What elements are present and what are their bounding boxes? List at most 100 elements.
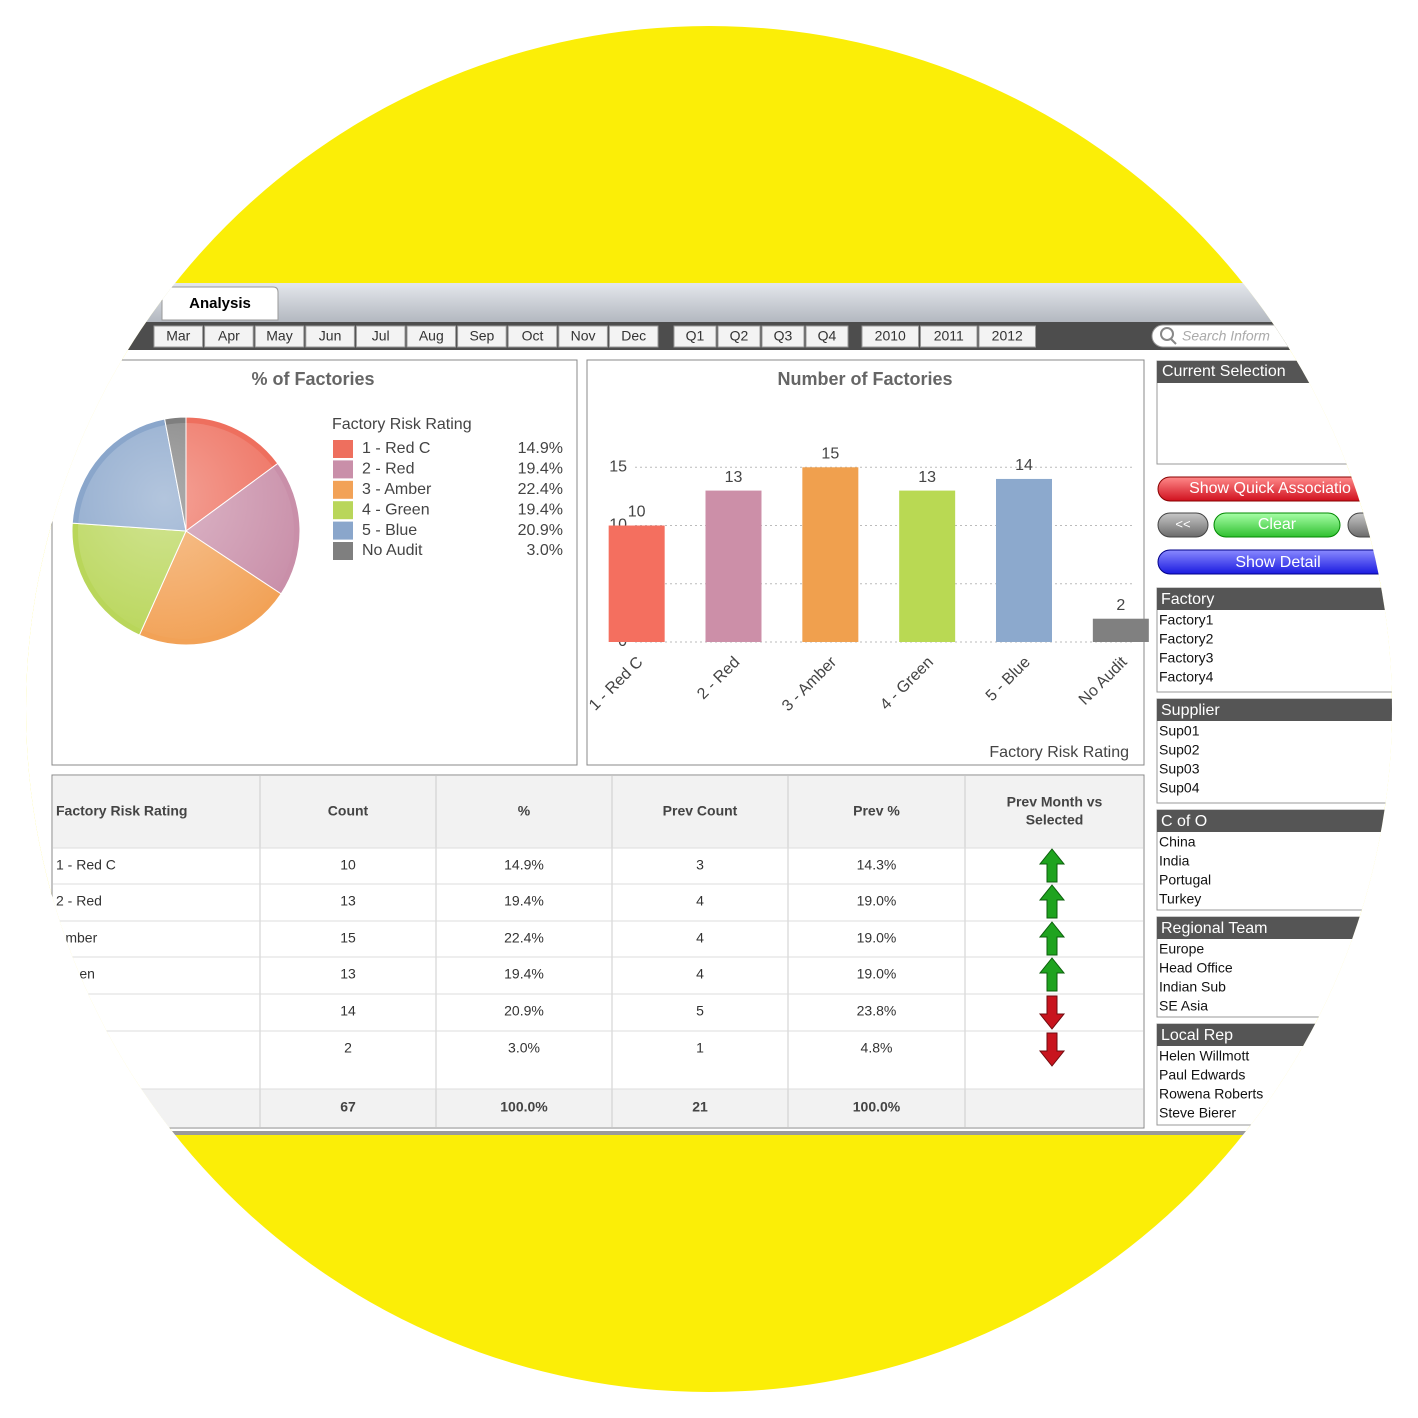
list-item[interactable]: Sup01 (1159, 723, 1200, 739)
search-placeholder[interactable]: Search Inform (1182, 328, 1270, 344)
filter-label[interactable]: 2010 (875, 328, 906, 344)
filter-button[interactable] (406, 325, 457, 348)
show-detail-label[interactable]: Show Detail (1235, 554, 1320, 571)
filter-button[interactable] (761, 325, 805, 348)
list-box-title: Local Rep (1161, 1027, 1233, 1044)
list-item[interactable]: Steve Bierer (1159, 1105, 1236, 1121)
column-header[interactable]: Selected (1026, 812, 1084, 828)
filter-label[interactable]: Nov (571, 328, 596, 344)
list-item[interactable]: Sup03 (1159, 761, 1200, 777)
trend-down-arrow (1038, 1032, 1066, 1067)
list-box-header (1157, 810, 1392, 832)
filter-button[interactable] (717, 325, 761, 348)
list-item[interactable]: Indian Sub (1159, 979, 1226, 995)
list-item[interactable]: Rowena Roberts (1159, 1086, 1263, 1102)
legend-swatch (333, 460, 353, 479)
legend-value: 20.9% (518, 522, 563, 539)
legend-label: 4 - Green (362, 501, 430, 518)
show-detail-button[interactable] (1157, 549, 1398, 575)
list-item[interactable]: Portugal (1159, 872, 1211, 888)
filter-button[interactable] (673, 325, 717, 348)
filter-label[interactable]: Q1 (686, 328, 705, 344)
table-cell: Amber (56, 930, 98, 946)
filter-button[interactable] (305, 325, 355, 348)
filter-button[interactable] (805, 325, 849, 348)
list-item[interactable]: China (1159, 834, 1196, 850)
filter-button[interactable] (355, 325, 406, 348)
column-header[interactable]: Prev Month vs (1007, 794, 1103, 810)
filter-button[interactable] (507, 325, 558, 348)
table-cell: 4 (696, 966, 704, 982)
filter-label[interactable]: Aug (419, 328, 444, 344)
filter-label[interactable]: Dec (621, 328, 646, 344)
list-item[interactable]: Paul Edwards (1159, 1067, 1245, 1083)
table-cell: 19.4% (504, 966, 544, 982)
filter-button[interactable] (920, 325, 978, 348)
list-item[interactable]: Factory1 (1159, 612, 1214, 628)
y-tick-label: 15 (609, 459, 627, 476)
list-item[interactable]: Europe (1159, 941, 1204, 957)
list-item[interactable]: Factory3 (1159, 650, 1214, 666)
trend-up-arrow (1038, 848, 1066, 883)
list-box-title: C of O (1161, 813, 1207, 830)
filter-label[interactable]: May (266, 328, 292, 344)
filter-label[interactable]: Apr (218, 328, 240, 344)
list-item[interactable]: Helen Willmott (1159, 1048, 1249, 1064)
back-label[interactable]: << (1175, 516, 1190, 531)
filter-button[interactable] (204, 325, 254, 348)
filter-label[interactable]: 2012 (992, 328, 1023, 344)
filter-label[interactable]: Oct (522, 328, 544, 344)
table-cell: 19.4% (504, 893, 544, 909)
forward-button[interactable] (1347, 512, 1408, 538)
clear-button[interactable] (1213, 512, 1341, 538)
legend-value: 22.4% (518, 481, 563, 498)
quick-association-label[interactable]: Show Quick Associatio (1189, 480, 1351, 497)
tab-label[interactable]: Analysis (189, 295, 251, 312)
bar (899, 490, 956, 642)
list-item[interactable]: SE Asia (1159, 998, 1208, 1014)
bar (705, 490, 762, 642)
list-item[interactable]: Turkey (1159, 891, 1201, 907)
table-cell: 15 (340, 930, 356, 946)
filter-label[interactable]: Q4 (818, 328, 837, 344)
list-item[interactable]: Factory2 (1159, 631, 1214, 647)
filter-label[interactable]: Sep (469, 328, 494, 344)
list-item[interactable]: Sup04 (1159, 780, 1200, 796)
column-header[interactable]: Factory Risk Rating (56, 803, 187, 819)
filter-label[interactable]: Q3 (774, 328, 793, 344)
filter-label[interactable]: Jun (319, 328, 342, 344)
filter-button[interactable] (978, 325, 1036, 348)
table-cell: 4.8% (861, 1040, 893, 1056)
filter-button[interactable] (558, 325, 608, 348)
column-header[interactable]: Prev % (853, 803, 900, 819)
table-cell: 2 - Red (56, 893, 102, 909)
filter-button[interactable] (254, 325, 305, 348)
column-header[interactable]: % (518, 803, 531, 819)
filter-button[interactable] (608, 325, 659, 348)
filter-label[interactable]: Jul (372, 328, 390, 344)
table-cell: 4 (696, 930, 704, 946)
legend-label: 1 - Red C (362, 440, 430, 457)
legend-label: 3 - Amber (362, 481, 432, 498)
table-cell: 19.0% (857, 966, 897, 982)
list-item[interactable]: India (1159, 853, 1190, 869)
dashboard: Analysis Search Inform % of Factories Fa… (26, 283, 1408, 1135)
filter-label[interactable]: 2011 (934, 328, 964, 344)
clear-label[interactable]: Clear (1258, 516, 1297, 533)
legend-value: 19.4% (518, 501, 563, 518)
filter-button[interactable] (861, 325, 919, 348)
quick-association-button[interactable] (1157, 476, 1398, 502)
table-total: 100.0% (853, 1099, 901, 1115)
list-item[interactable]: Sup02 (1159, 742, 1200, 758)
list-item[interactable]: Factory4 (1159, 669, 1214, 685)
filter-button[interactable] (153, 325, 204, 348)
filter-label[interactable]: Q2 (730, 328, 749, 344)
table-cell: 13 (340, 893, 356, 909)
column-header[interactable]: Count (328, 803, 369, 819)
list-item[interactable]: Head Office (1159, 960, 1233, 976)
filter-button[interactable] (457, 325, 507, 348)
column-header[interactable]: Prev Count (663, 803, 738, 819)
table-cell: 14.3% (857, 857, 897, 873)
filter-label[interactable]: Mar (166, 328, 190, 344)
back-button[interactable] (1157, 512, 1209, 538)
